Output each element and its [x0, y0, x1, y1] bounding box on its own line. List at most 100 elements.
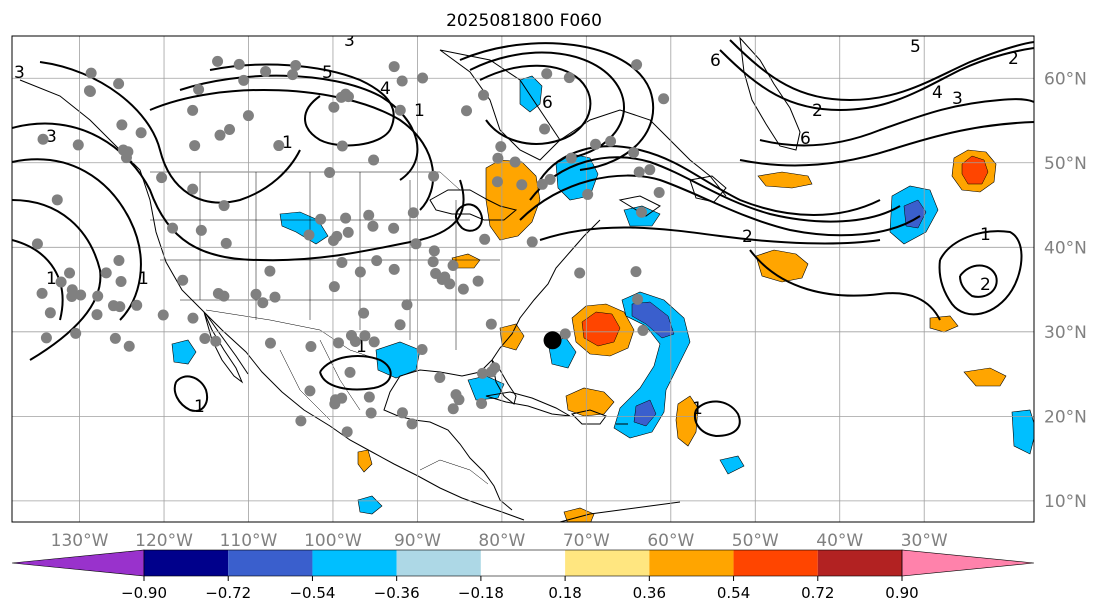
contour-label-5: 5 — [322, 63, 333, 83]
contour-hudson-low-2 — [469, 51, 625, 159]
station-dot — [401, 299, 413, 311]
station-dot — [565, 152, 577, 164]
station-dot — [218, 290, 230, 302]
latitude-tick-label: 10°N — [1044, 492, 1087, 512]
contour-label-1: 1 — [46, 269, 57, 289]
station-dot — [559, 328, 571, 340]
station-dot — [450, 389, 462, 401]
station-dot — [365, 407, 377, 419]
us-canada-border — [150, 171, 461, 191]
station-dot — [658, 93, 670, 105]
station-dot — [394, 319, 406, 331]
station-dot — [495, 141, 507, 153]
contour-label-2: 2 — [1008, 49, 1019, 69]
latitude-tick-label: 20°N — [1044, 407, 1087, 427]
station-dot — [406, 418, 418, 430]
station-dot — [574, 267, 586, 279]
hispaniola — [571, 409, 607, 425]
station-dot — [341, 426, 353, 438]
station-dot — [156, 172, 168, 184]
colorbar-tick-label: −0.72 — [205, 584, 251, 602]
station-dot — [388, 263, 400, 275]
station-dot — [367, 220, 379, 232]
positive-anomaly-central-atlantic — [755, 249, 809, 283]
station-dot — [66, 290, 78, 302]
station-dot — [428, 170, 440, 182]
colorbar — [11, 549, 1035, 581]
contour-hudson-low — [479, 64, 592, 145]
station-dot — [428, 245, 440, 257]
station-dot — [91, 309, 103, 321]
latitude-tick-label: 60°N — [1044, 69, 1087, 89]
station-dot — [605, 135, 617, 147]
station-dot — [359, 330, 371, 342]
colorbar-frame — [143, 549, 903, 577]
station-dot — [64, 267, 76, 279]
station-dot — [329, 394, 341, 406]
latitude-tick-label: 30°N — [1044, 323, 1087, 343]
station-dot — [368, 154, 380, 166]
contour-label-1: 1 — [692, 399, 703, 419]
station-dot — [371, 255, 383, 267]
contour-label-5: 5 — [910, 37, 921, 57]
station-dot — [324, 167, 336, 179]
station-dot — [187, 183, 199, 195]
negative-anomaly-pacific — [171, 339, 197, 365]
colorbar-extend-high — [901, 549, 1035, 577]
station-dot — [633, 166, 645, 178]
station-dot — [290, 59, 302, 71]
station-dot — [394, 104, 406, 116]
longitude-tick-label: 130°W — [51, 531, 109, 551]
colorbar-tick-label: 0.90 — [885, 584, 918, 602]
central-america-border — [419, 459, 489, 485]
station-dot — [631, 59, 643, 71]
station-dot — [295, 415, 307, 427]
station-dot — [407, 207, 419, 219]
station-dot — [287, 69, 299, 81]
negative-anomaly-spiral-core — [631, 301, 675, 339]
station-dot — [199, 332, 211, 344]
station-dot — [193, 84, 205, 96]
contour-label-1: 1 — [138, 269, 149, 289]
positive-anomaly-mexico — [357, 449, 373, 473]
station-dot — [100, 267, 112, 279]
station-dot — [582, 188, 594, 200]
station-dot — [264, 265, 276, 277]
station-dot — [363, 209, 375, 221]
station-dot — [516, 179, 528, 191]
colorbar-segment — [228, 550, 313, 576]
contour-label-4: 4 — [932, 83, 943, 103]
colorbar-tick-label: −0.18 — [458, 584, 504, 602]
map-frame — [11, 35, 1035, 523]
station-dot — [478, 89, 490, 101]
map-panel: 3 5 4 1 6 6 2 6 4 3 2 2 1 2 1 1 1 1 1 3 … — [12, 36, 1034, 522]
station-dot — [485, 318, 497, 330]
station-dot — [472, 275, 484, 287]
colorbar-tick-label: −0.54 — [289, 584, 335, 602]
station-dot — [479, 233, 491, 245]
colorbar-tick-label: 0.54 — [717, 584, 750, 602]
mexico-state-lines — [279, 339, 361, 421]
longitude-tick-label: 80°W — [478, 531, 525, 551]
latitude-tick-label: 50°N — [1044, 154, 1087, 174]
station-dot — [187, 104, 199, 116]
station-dot — [590, 138, 602, 150]
station-dot — [644, 164, 656, 176]
station-dot — [563, 72, 575, 84]
colorbar-segment — [312, 550, 397, 576]
station-dot — [345, 330, 357, 342]
station-dot — [131, 299, 143, 311]
colorbar-segment — [733, 550, 818, 576]
contour-west-ridge-3 — [12, 199, 102, 361]
station-dot — [427, 256, 439, 268]
longitude-tick-label: 70°W — [563, 531, 610, 551]
station-dot — [273, 140, 285, 152]
station-dot — [37, 133, 49, 145]
station-dot — [477, 367, 489, 379]
station-dot — [632, 293, 644, 305]
station-dot — [328, 101, 340, 113]
contour-atlantic-trough-4 — [539, 226, 881, 245]
colorbar-tick-label: −0.90 — [121, 584, 167, 602]
station-dot — [461, 105, 473, 117]
station-dot — [636, 206, 648, 218]
